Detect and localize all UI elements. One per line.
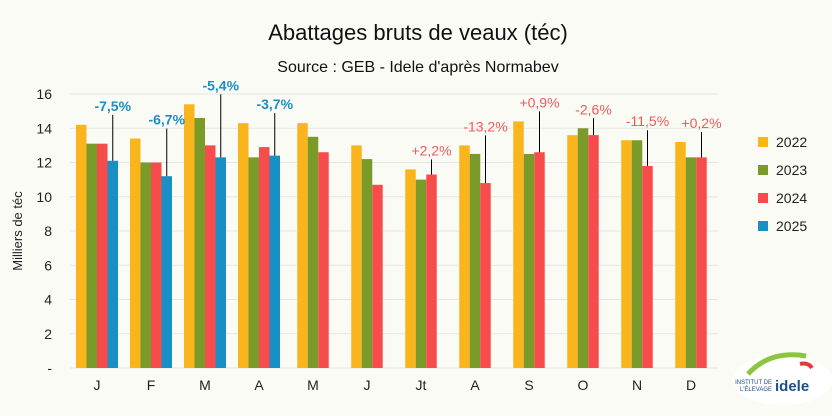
y-axis-label: Milliers de téc	[10, 191, 25, 271]
bar-2023-0	[86, 143, 97, 368]
bar-2022-6	[405, 169, 416, 368]
logo-line1: INSTITUT DE	[735, 380, 772, 386]
x-tick-label: F	[147, 377, 156, 393]
bar-2022-2	[184, 104, 195, 369]
bar-2022-8	[513, 121, 524, 369]
x-tick-label: A	[470, 377, 480, 393]
y-tick-label: 4	[44, 292, 52, 308]
bar-2024-8	[534, 152, 545, 368]
annotation-label: +0,2%	[681, 115, 721, 131]
bar-2023-7	[469, 153, 481, 368]
bar-2024-2	[205, 145, 216, 368]
y-tick-label: 14	[36, 120, 52, 136]
legend-label-2025: 2025	[776, 218, 807, 234]
legend: 2022 2023 2024 2025	[758, 134, 807, 234]
x-tick-label: O	[578, 377, 589, 393]
x-tick-label: M	[307, 377, 319, 393]
bar-2025-0	[107, 160, 118, 368]
bar-2022-9	[567, 135, 578, 368]
x-axis-ticks: J F M A M J Jt A S O N D	[94, 377, 697, 393]
idele-logo: INSTITUT DE L'ÉLEVAGE idele	[732, 352, 832, 405]
y-tick-label: 12	[36, 155, 52, 171]
x-tick-label: Jt	[416, 377, 427, 393]
y-axis-ticks: - 2 4 6 8 10 12 14 16	[36, 86, 52, 376]
annotation-label: -11,5%	[626, 113, 669, 129]
annotation-label: +2,2%	[411, 142, 451, 158]
annotation-label: -2,6%	[575, 101, 612, 117]
logo-swoosh-green	[746, 352, 807, 376]
bar-2022-7	[459, 145, 470, 368]
annotation-label: -7,5%	[94, 98, 131, 114]
bar-2023-4	[307, 136, 319, 368]
bar-2023-1	[140, 162, 151, 368]
y-tick-label: 16	[36, 86, 52, 102]
x-tick-label: N	[632, 377, 642, 393]
legend-label-2022: 2022	[776, 134, 807, 150]
bar-2025-3	[269, 155, 280, 368]
bar-2023-2	[194, 117, 205, 368]
bar-2024-4	[318, 152, 329, 368]
bar-2023-6	[415, 179, 427, 368]
annotation-label: -3,7%	[256, 96, 293, 112]
bar-2022-1	[130, 138, 141, 368]
x-tick-label: J	[94, 377, 101, 393]
bar-2024-6	[426, 174, 437, 368]
bar-2022-10	[621, 140, 632, 368]
bar-2024-7	[480, 183, 491, 368]
y-tick-label: 2	[44, 326, 52, 342]
bar-2023-5	[361, 159, 373, 368]
bar-2025-2	[215, 157, 226, 368]
logo-line2: L'ÉLEVAGE	[740, 386, 772, 393]
legend-swatch-2024	[758, 193, 768, 203]
x-tick-label: M	[199, 377, 211, 393]
x-tick-label: J	[364, 377, 371, 393]
bar-2024-1	[151, 162, 162, 368]
bar-2024-0	[97, 143, 108, 368]
logo-brand: idele	[775, 378, 809, 395]
bar-2023-3	[248, 157, 259, 368]
bar-2024-11	[696, 157, 707, 368]
bar-2023-9	[577, 128, 589, 368]
gridlines	[70, 93, 718, 369]
bar-2022-5	[351, 145, 362, 368]
legend-swatch-2023	[758, 165, 768, 175]
bar-2024-5	[372, 184, 383, 368]
bars	[76, 104, 707, 369]
bar-2022-4	[297, 123, 308, 368]
y-tick-label: 8	[44, 223, 52, 239]
bar-2023-10	[631, 140, 643, 368]
annotation-label: -6,7%	[148, 112, 185, 128]
annotation-label: -5,4%	[202, 77, 239, 93]
legend-swatch-2025	[758, 221, 768, 231]
legend-label-2023: 2023	[776, 162, 807, 178]
legend-swatch-2022	[758, 137, 768, 147]
legend-label-2024: 2024	[776, 190, 807, 206]
bar-2023-11	[685, 157, 697, 368]
bar-2025-1	[161, 176, 172, 368]
y-tick-label: 10	[36, 189, 52, 205]
annotation-label: -13,2%	[463, 118, 507, 134]
x-tick-label: D	[686, 377, 696, 393]
bar-2022-11	[675, 141, 686, 368]
bar-2024-10	[642, 165, 653, 368]
chart-title: Abattages bruts de veaux (téc)	[268, 20, 568, 45]
bar-2022-0	[76, 124, 87, 368]
chart-subtitle: Source : GEB - Idele d'après Normabev	[277, 59, 558, 76]
bar-2024-9	[588, 135, 599, 368]
logo-swoosh-red	[799, 361, 814, 370]
bar-2023-8	[523, 153, 535, 368]
annotations: -7,5% -6,7% -5,4% -3,7% +2,2% -13,2% +0,9% -2,6…	[94, 77, 722, 184]
bar-2024-3	[259, 147, 270, 368]
y-tick-label: -	[47, 360, 52, 376]
x-tick-label: S	[524, 377, 533, 393]
x-tick-label: A	[254, 377, 264, 393]
y-tick-label: 6	[44, 257, 52, 273]
bar-2022-3	[238, 123, 249, 368]
annotation-label: +0,9%	[519, 94, 559, 110]
